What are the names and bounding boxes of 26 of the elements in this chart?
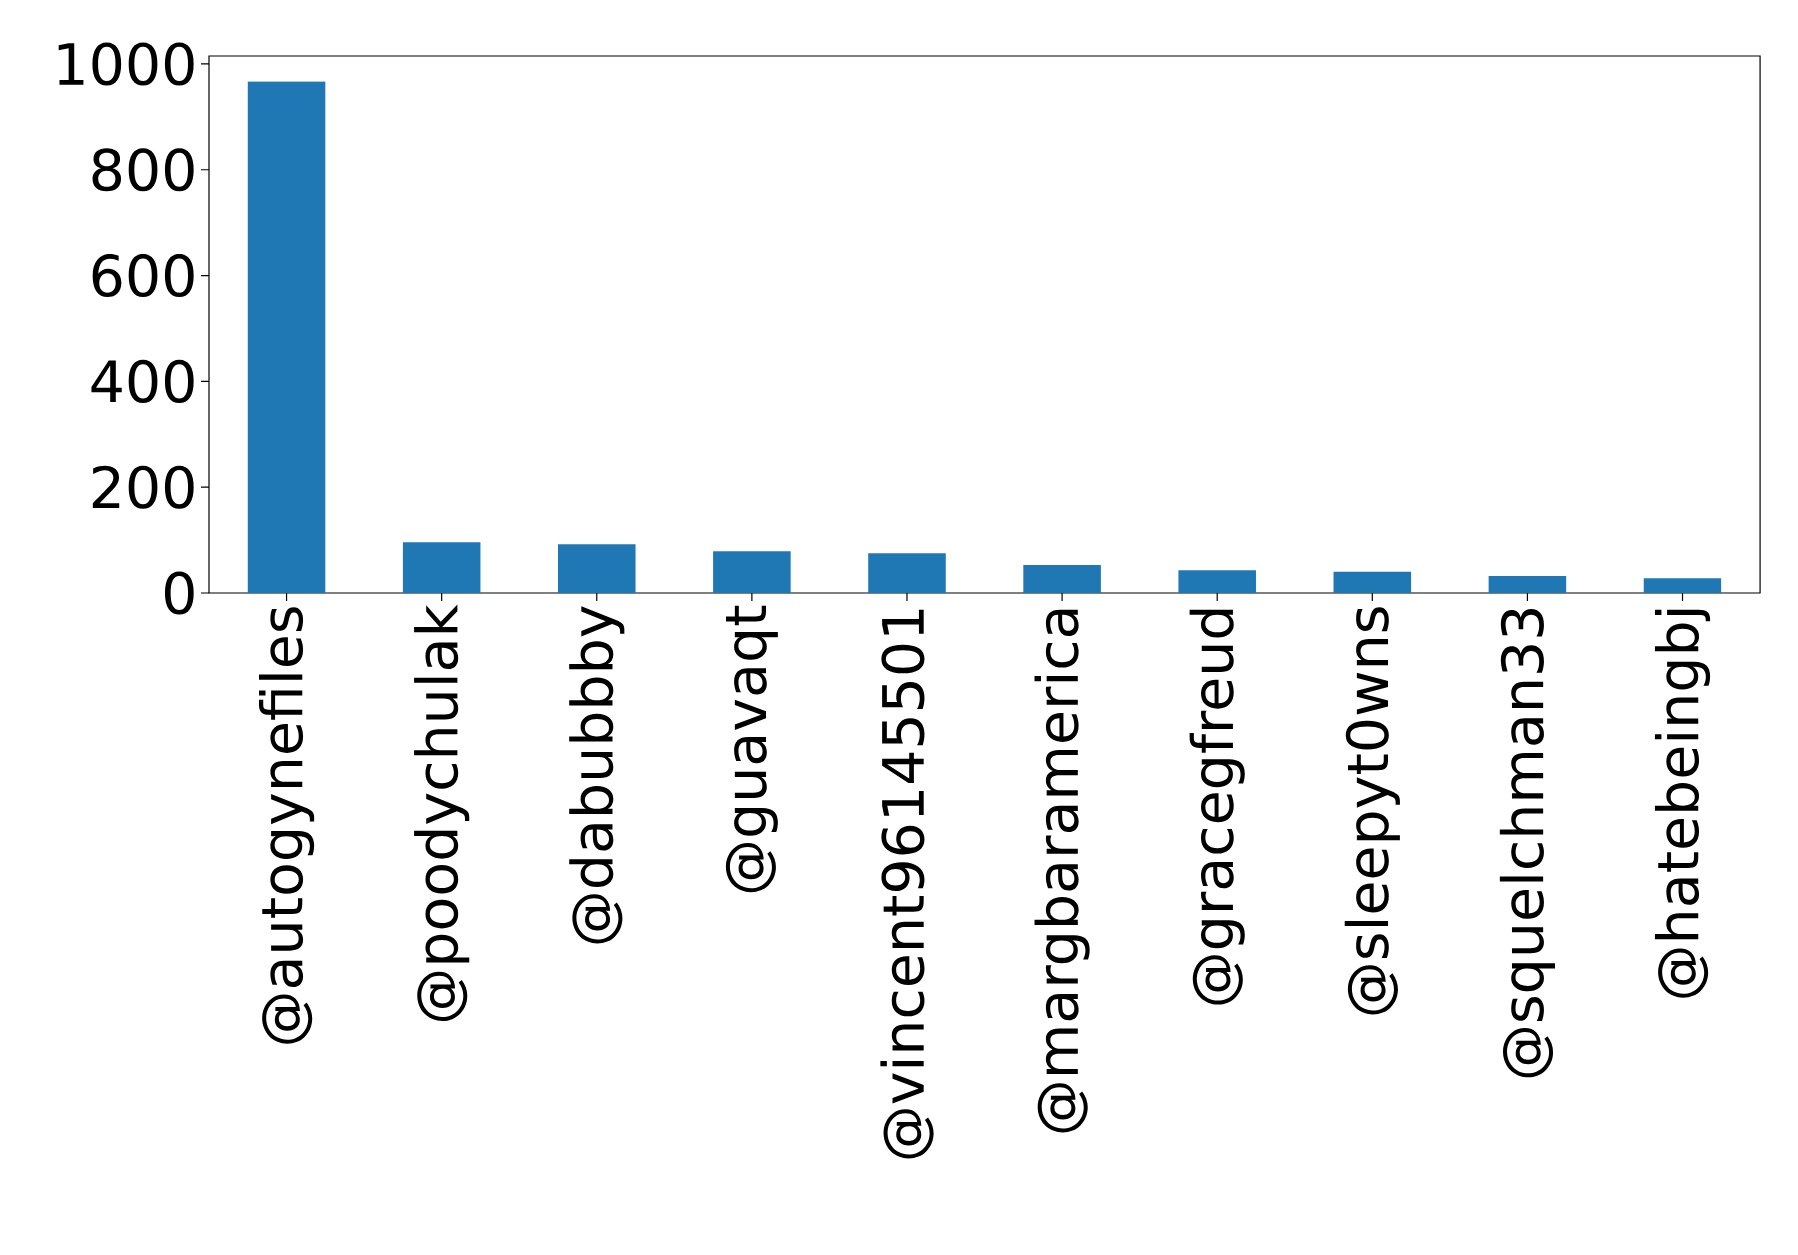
- x-tick-label: @gracegfreud: [1189, 609, 1245, 1005]
- y-tick-label: 600: [92, 254, 194, 298]
- y-tick-label: 800: [92, 148, 194, 192]
- bar: [1333, 571, 1412, 593]
- bar: [1488, 576, 1567, 593]
- y-tick-label: 400: [91, 359, 194, 403]
- x-tick-label: @dabubbby: [569, 606, 625, 944]
- x-tick-label: @poodychulak: [414, 604, 470, 1021]
- x-tick-label: @margbaramerica: [1034, 609, 1090, 1133]
- bar: [1023, 564, 1101, 593]
- x-tick-label: @sleepyt0wns: [1344, 607, 1400, 1015]
- x-tick-label: @hatebeingbj: [1654, 609, 1711, 998]
- x-tick-label: @guavaqt: [725, 605, 778, 893]
- x-tick-label: @squelchman33: [1499, 609, 1555, 1078]
- bar: [402, 542, 481, 593]
- bar: [868, 553, 946, 593]
- y-tick-label: 200: [92, 465, 194, 509]
- bar: [557, 544, 636, 593]
- x-tick-label: @vincent96145501: [880, 609, 934, 1159]
- y-tick-label: 0: [164, 571, 194, 615]
- bar: [247, 81, 326, 593]
- bar: [713, 551, 791, 593]
- bar: [1178, 570, 1256, 593]
- bar: [1643, 578, 1722, 593]
- x-tick-label: @autogynefiles: [258, 607, 315, 1044]
- y-tick-label: 1000: [58, 42, 194, 86]
